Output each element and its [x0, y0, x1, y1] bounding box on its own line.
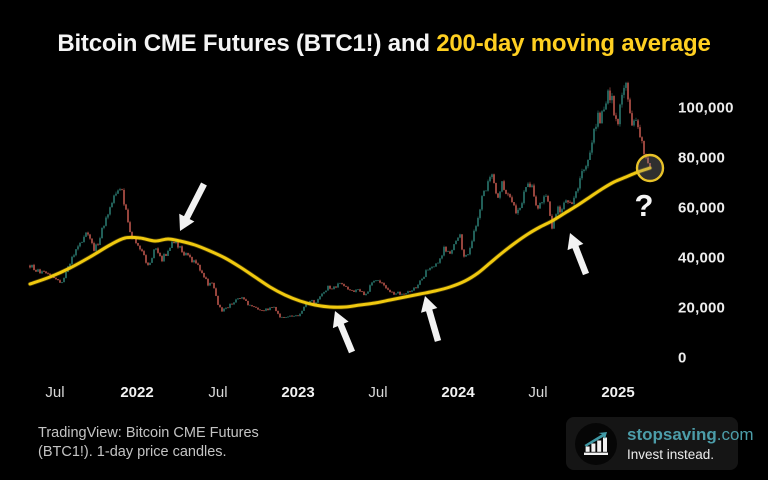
chart-title-main: Bitcoin CME Futures (BTC1!) and: [57, 30, 437, 57]
brand-domain: .com: [716, 424, 754, 444]
x-tick-label: 2025: [601, 384, 635, 401]
x-tick-label: Jul: [208, 384, 228, 401]
highlight-circle-annotation: [635, 153, 665, 183]
x-tick-label: Jul: [368, 384, 388, 401]
arrow-at-2023-ma-bottom: [336, 321, 356, 354]
moving-average-line: [28, 166, 652, 309]
arrow-at-late-2023-ma: [425, 307, 442, 342]
arrow-at-2022-ma-top: [183, 182, 207, 221]
y-tick-label: 60,000: [678, 199, 726, 217]
brand-name: stopsaving: [627, 424, 717, 444]
x-tick-label: Jul: [45, 384, 65, 401]
x-tick-label: Jul: [528, 384, 548, 401]
bar-chart-up-icon: [575, 422, 617, 465]
chart-title: Bitcoin CME Futures (BTC1!) and 200-day …: [0, 30, 768, 58]
y-tick-label: 20,000: [678, 299, 726, 317]
y-tick-label: 40,000: [678, 249, 726, 267]
question-mark-annotation: ?: [634, 188, 654, 223]
stopsaving-logo: stopsaving.com Invest instead.: [566, 417, 754, 470]
chart-title-highlight: 200-day moving average: [436, 30, 711, 57]
y-tick-label: 100,000: [678, 99, 734, 117]
arrow-at-jul-2024-ma: [571, 243, 590, 276]
y-tick-label: 80,000: [678, 149, 726, 167]
logo-text: stopsaving.com Invest instead.: [627, 425, 754, 463]
x-tick-label: 2024: [441, 384, 475, 401]
x-tick-label: 2022: [120, 384, 154, 401]
brand-tagline: Invest instead.: [627, 446, 715, 462]
x-tick-label: 2023: [281, 384, 315, 401]
source-note-line1: TradingView: Bitcoin CME Futures: [38, 425, 259, 441]
source-note: TradingView: Bitcoin CME Futures (BTC1!)…: [38, 424, 259, 462]
y-tick-label: 0: [678, 349, 687, 367]
source-note-line2: (BTC1!). 1-day price candles.: [38, 444, 227, 460]
